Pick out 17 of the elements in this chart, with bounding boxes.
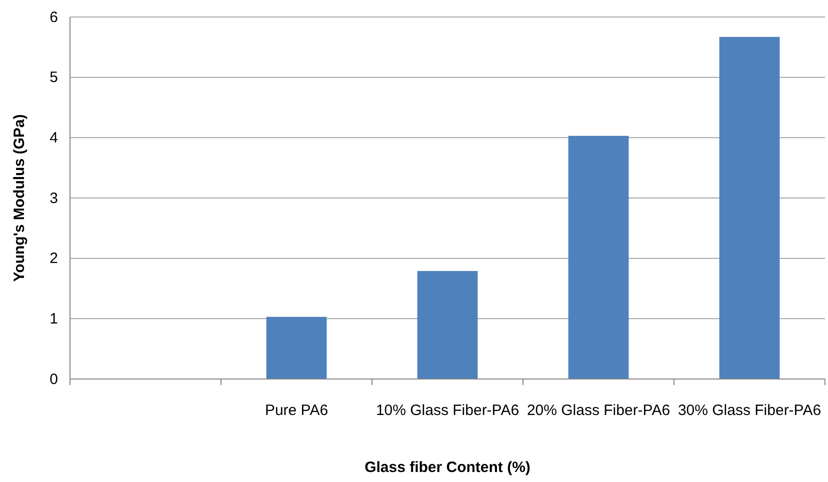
bar bbox=[417, 271, 478, 379]
y-tick-label: 4 bbox=[50, 129, 58, 146]
x-tick-label: 30% Glass Fiber-PA6 bbox=[678, 402, 822, 419]
bar bbox=[568, 136, 629, 379]
y-tick-label: 0 bbox=[50, 370, 58, 388]
y-tick-label: 5 bbox=[50, 69, 58, 86]
x-tick-label: 20% Glass Fiber-PA6 bbox=[526, 402, 670, 419]
y-tick-label: 3 bbox=[50, 190, 58, 207]
bar bbox=[266, 316, 327, 379]
y-tick-label: 6 bbox=[50, 8, 58, 26]
y-tick-label: 1 bbox=[50, 310, 58, 328]
y-axis-title: Young's Modulus (GPa) bbox=[11, 114, 28, 282]
x-tick-label: Pure PA6 bbox=[264, 402, 328, 419]
x-tick-label: 10% Glass Fiber-PA6 bbox=[376, 402, 520, 419]
x-axis-title: Glass fiber Content (%) bbox=[364, 459, 530, 476]
y-tick-label: 2 bbox=[50, 250, 58, 268]
bar bbox=[719, 36, 780, 379]
